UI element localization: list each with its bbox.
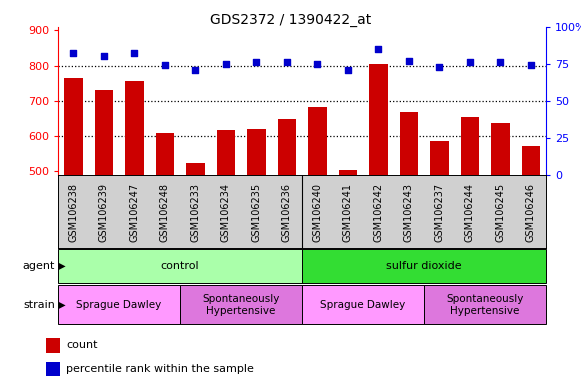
Bar (186, 164, 205, 347)
Text: Sprague Dawley: Sprague Dawley (77, 300, 162, 310)
Text: percentile rank within the sample: percentile rank within the sample (66, 364, 254, 374)
Bar (370, 64, 388, 347)
Text: GSM106244: GSM106244 (465, 183, 475, 242)
Text: GSM106247: GSM106247 (130, 183, 139, 242)
Point (343, 67, 353, 73)
Text: GSM106237: GSM106237 (435, 183, 444, 242)
Bar (64, 78, 83, 347)
Point (99, 53, 109, 60)
Text: control: control (161, 261, 199, 271)
Point (282, 59, 292, 65)
Bar (491, 123, 510, 347)
Text: GSM106239: GSM106239 (99, 183, 109, 242)
Bar (339, 170, 357, 347)
FancyBboxPatch shape (424, 285, 546, 324)
Point (313, 61, 322, 67)
Bar (217, 130, 235, 347)
Text: GSM106246: GSM106246 (526, 183, 536, 242)
Bar (46, 362, 60, 376)
Bar (309, 108, 327, 347)
FancyBboxPatch shape (58, 249, 302, 283)
Text: Sprague Dawley: Sprague Dawley (321, 300, 406, 310)
Bar (461, 118, 479, 347)
Text: GSM106242: GSM106242 (374, 183, 383, 242)
Point (404, 58, 414, 64)
FancyBboxPatch shape (302, 285, 424, 324)
Text: strain: strain (23, 300, 55, 310)
Text: GSM106234: GSM106234 (221, 183, 231, 242)
Point (191, 67, 200, 73)
Bar (278, 119, 296, 347)
Text: GSM106241: GSM106241 (343, 183, 353, 242)
Bar (125, 81, 144, 347)
Text: Spontaneously
Hypertensive: Spontaneously Hypertensive (202, 294, 280, 316)
Point (435, 64, 444, 70)
FancyBboxPatch shape (302, 249, 546, 283)
Text: GDS2372 / 1390422_at: GDS2372 / 1390422_at (210, 13, 371, 27)
Text: GSM106233: GSM106233 (191, 183, 200, 242)
Text: GSM106243: GSM106243 (404, 183, 414, 242)
Point (130, 50, 139, 56)
Point (221, 61, 231, 67)
Text: agent: agent (23, 261, 55, 271)
Text: GSM106235: GSM106235 (252, 183, 261, 242)
Point (374, 46, 383, 52)
Bar (156, 133, 174, 347)
Text: GSM106236: GSM106236 (282, 183, 292, 242)
Bar (430, 141, 449, 347)
Bar (46, 338, 60, 353)
Text: GSM106240: GSM106240 (313, 183, 322, 242)
Bar (522, 146, 540, 347)
Point (69, 50, 78, 56)
Point (252, 59, 261, 65)
Point (496, 59, 505, 65)
Text: GSM106248: GSM106248 (160, 183, 170, 242)
Point (465, 59, 475, 65)
FancyBboxPatch shape (180, 285, 302, 324)
Text: count: count (66, 340, 98, 350)
Text: GSM106245: GSM106245 (496, 183, 505, 242)
Bar (400, 112, 418, 347)
Text: ▶: ▶ (55, 261, 66, 271)
Text: GSM106238: GSM106238 (69, 183, 78, 242)
Bar (95, 90, 113, 347)
Text: Spontaneously
Hypertensive: Spontaneously Hypertensive (446, 294, 524, 316)
Bar (248, 129, 266, 347)
Text: sulfur dioxide: sulfur dioxide (386, 261, 462, 271)
FancyBboxPatch shape (58, 285, 180, 324)
Point (526, 62, 536, 68)
Text: ▶: ▶ (55, 300, 66, 310)
Point (160, 62, 170, 68)
